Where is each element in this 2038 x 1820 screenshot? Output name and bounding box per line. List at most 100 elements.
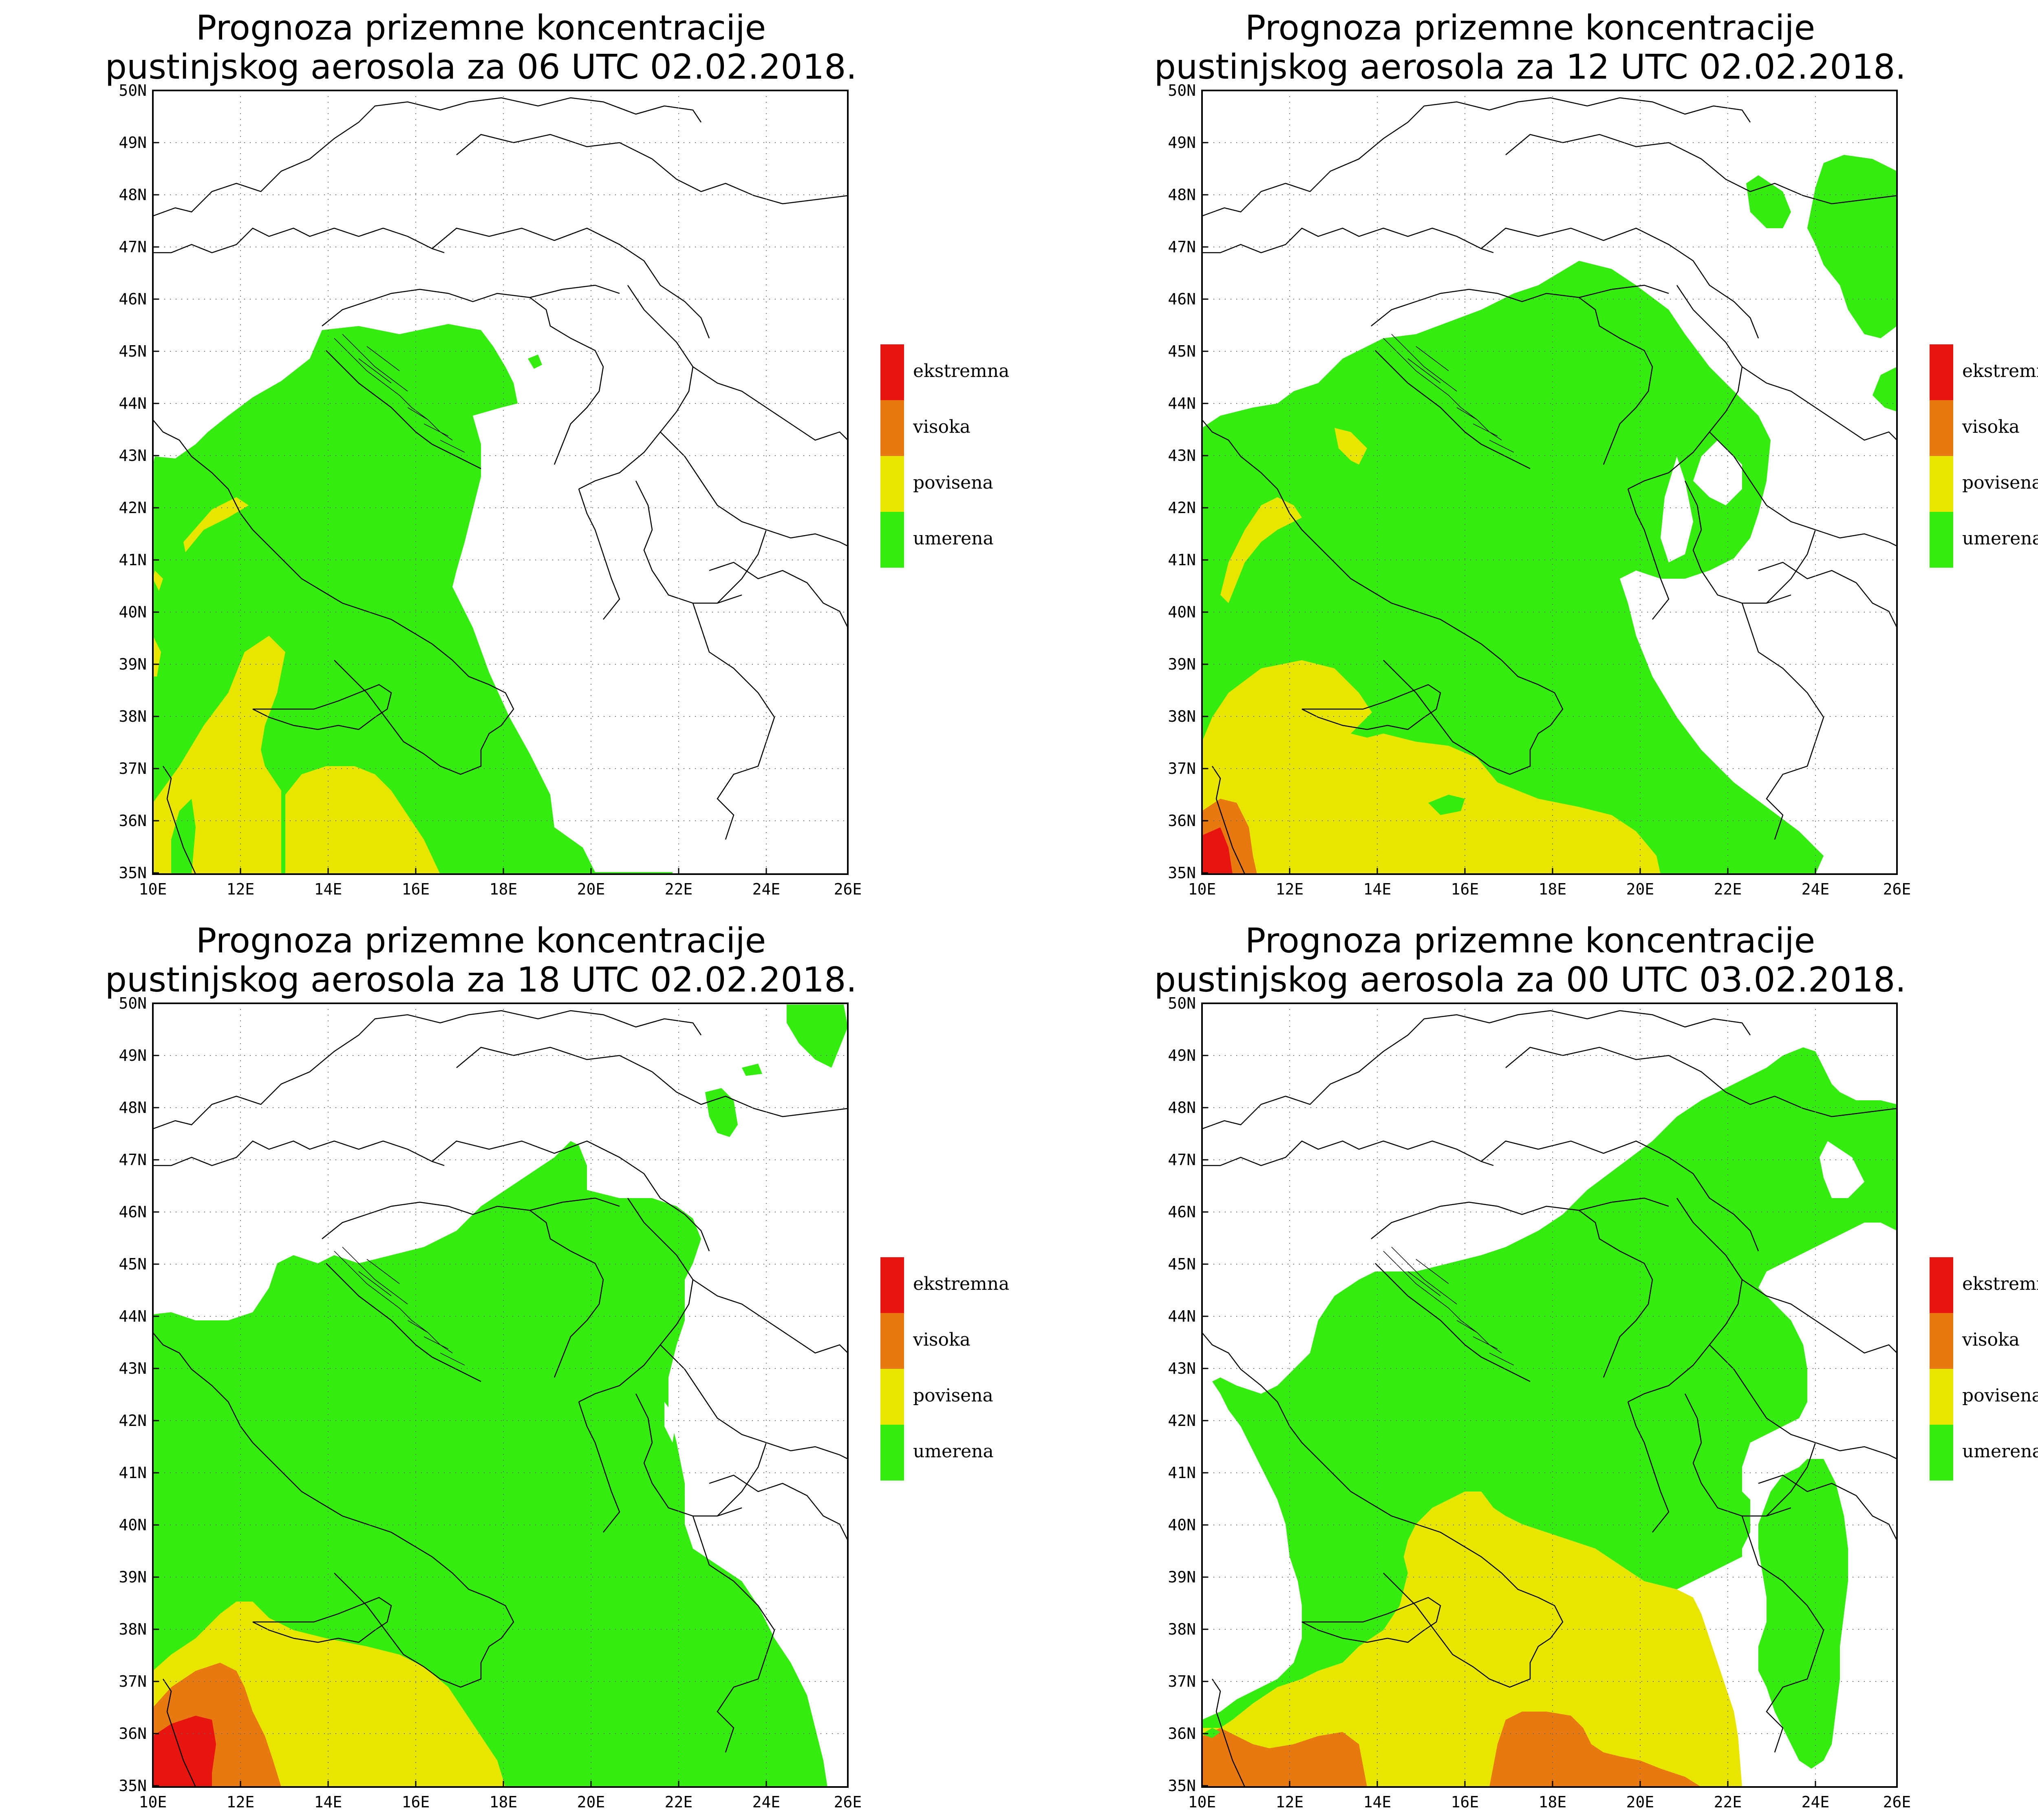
lon-label: 10E — [139, 880, 167, 898]
legend-label: visoka — [1962, 1329, 2020, 1350]
legend-swatch-povisena — [880, 1369, 904, 1425]
lon-label: 12E — [1276, 880, 1304, 898]
lon-label: 14E — [314, 1793, 342, 1811]
legend-label: povisena — [913, 1385, 993, 1406]
lon-label: 12E — [227, 880, 255, 898]
legend-swatch-umerena — [880, 512, 904, 568]
lon-label: 26E — [1883, 1793, 1911, 1811]
legend-label: umerena — [1962, 1441, 2038, 1462]
lon-label: 24E — [752, 1793, 781, 1811]
forecast-map: 50N 49N 48N 47N 46N 45N 44N 43N 42N 41N … — [119, 994, 862, 1811]
legend-label: visoka — [1962, 416, 2020, 437]
lon-label: 14E — [1363, 1793, 1392, 1811]
lat-label: 50N — [119, 994, 147, 1012]
legend-swatch-visoka — [880, 400, 904, 456]
lat-label: 46N — [119, 290, 147, 308]
lat-label: 36N — [119, 812, 147, 830]
legend-swatch-ekstremna — [880, 1257, 904, 1313]
lat-label: 40N — [119, 1516, 147, 1534]
lat-label: 36N — [1168, 812, 1196, 830]
lon-label: 16E — [402, 1793, 430, 1811]
lat-label: 47N — [1168, 1151, 1196, 1169]
lat-label: 37N — [119, 760, 147, 778]
lat-label: 37N — [1168, 760, 1196, 778]
lon-label: 14E — [314, 880, 342, 898]
legend-label: umerena — [1962, 528, 2038, 549]
lat-label: 46N — [1168, 1203, 1196, 1221]
lat-label: 42N — [1168, 499, 1196, 517]
lat-label: 45N — [119, 1255, 147, 1273]
legend-swatch-umerena — [1930, 512, 1953, 568]
map-panel-18utc: Prognoza prizemne koncentracije pustinjs… — [0, 913, 1043, 1818]
lat-label: 41N — [1168, 1464, 1196, 1482]
legend-swatch-povisena — [880, 456, 904, 512]
legend-swatch-umerena — [880, 1425, 904, 1481]
lat-label: 44N — [1168, 1307, 1196, 1325]
lat-label: 44N — [1168, 394, 1196, 412]
legend-label: povisena — [1962, 1385, 2038, 1406]
lon-label: 22E — [665, 880, 693, 898]
map-title: Prognoza prizemne koncentracije pustinjs… — [105, 921, 857, 1000]
map-panel-00utc: Prognoza prizemne koncentracije pustinjs… — [1049, 913, 2038, 1818]
map-title: Prognoza prizemne koncentracije pustinjs… — [1154, 8, 1906, 87]
lat-label: 37N — [119, 1672, 147, 1690]
lat-label: 39N — [119, 1568, 147, 1586]
lat-label: 49N — [1168, 134, 1196, 152]
lon-label: 22E — [1714, 880, 1742, 898]
lat-label: 48N — [119, 1099, 147, 1117]
lon-label: 18E — [490, 880, 518, 898]
legend-swatch-povisena — [1930, 1369, 1953, 1425]
lon-label: 20E — [577, 880, 605, 898]
lat-label: 39N — [119, 655, 147, 673]
lat-label: 38N — [119, 1620, 147, 1638]
lat-label: 44N — [119, 1307, 147, 1325]
lat-label: 36N — [1168, 1725, 1196, 1743]
lat-label: 40N — [1168, 1516, 1196, 1534]
lon-label: 18E — [1539, 1793, 1567, 1811]
lat-label: 45N — [119, 342, 147, 360]
lat-label: 45N — [1168, 342, 1196, 360]
lat-label: 41N — [119, 551, 147, 569]
legend-swatch-visoka — [1930, 1313, 1953, 1369]
lat-label: 44N — [119, 394, 147, 412]
map-title: Prognoza prizemne koncentracije pustinjs… — [105, 8, 857, 87]
lat-label: 35N — [1168, 864, 1196, 882]
lon-label: 24E — [1802, 1793, 1830, 1811]
lon-label: 20E — [1626, 1793, 1654, 1811]
lon-label: 22E — [1714, 1793, 1742, 1811]
lat-label: 40N — [119, 603, 147, 621]
lon-label: 20E — [577, 1793, 605, 1811]
lat-label: 43N — [1168, 1359, 1196, 1377]
lat-label: 38N — [1168, 1620, 1196, 1638]
lat-label: 50N — [1168, 82, 1196, 99]
lat-label: 46N — [119, 1203, 147, 1221]
legend-label: ekstremna — [913, 1274, 1010, 1294]
lat-label: 37N — [1168, 1672, 1196, 1690]
lat-label: 47N — [119, 1151, 147, 1169]
forecast-map: 50N 49N 48N 47N 46N 45N 44N 43N 42N 41N … — [1168, 994, 1911, 1811]
legend-swatch-umerena — [1930, 1425, 1953, 1481]
lat-label: 42N — [119, 499, 147, 517]
lon-label: 26E — [834, 1793, 862, 1811]
lat-label: 48N — [1168, 186, 1196, 204]
lon-label: 12E — [227, 1793, 255, 1811]
lat-label: 48N — [1168, 1099, 1196, 1117]
lat-label: 50N — [119, 82, 147, 99]
legend-label: visoka — [913, 416, 970, 437]
lat-label: 36N — [119, 1725, 147, 1743]
legend-label: umerena — [913, 528, 994, 549]
legend-label: povisena — [1962, 472, 2038, 493]
lat-label: 38N — [1168, 707, 1196, 725]
lon-label: 10E — [1188, 880, 1216, 898]
lon-label: 18E — [1539, 880, 1567, 898]
legend-swatch-povisena — [1930, 456, 1953, 512]
lat-label: 48N — [119, 186, 147, 204]
lon-label: 14E — [1363, 880, 1392, 898]
legend-swatch-ekstremna — [1930, 344, 1953, 400]
lat-label: 46N — [1168, 290, 1196, 308]
lon-label: 10E — [139, 1793, 167, 1811]
legend-swatch-ekstremna — [1930, 1257, 1953, 1313]
lon-label: 16E — [1451, 880, 1479, 898]
lon-label: 26E — [834, 880, 862, 898]
lat-label: 38N — [119, 707, 147, 725]
